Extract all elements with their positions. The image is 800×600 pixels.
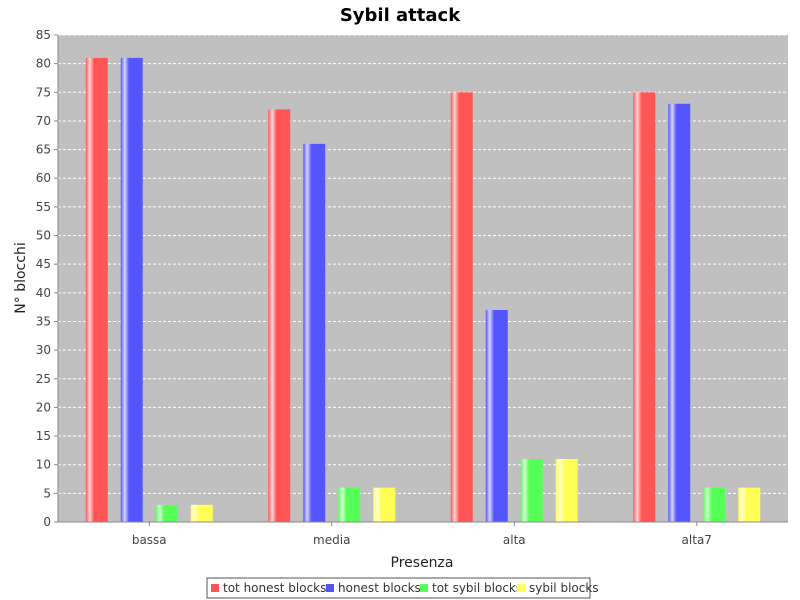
- bar-tot-sybil-blocks-alta: [521, 459, 543, 522]
- y-tick-label: 25: [36, 372, 51, 386]
- y-tick-label: 30: [36, 343, 51, 357]
- legend-label: tot sybil blocks: [432, 581, 522, 595]
- y-axis-ticks: 0 5 10 15 20 25 30 35 40 45 50 55 60 65 70 75 80 85: [36, 28, 58, 529]
- y-tick-label: 5: [43, 486, 51, 500]
- bar-honest-blocks-alta7: [668, 104, 690, 522]
- x-axis-label: Presenza: [391, 555, 454, 571]
- y-tick-label: 40: [36, 286, 51, 300]
- y-tick-label: 15: [36, 429, 51, 443]
- bar-honest-blocks-bassa: [121, 58, 143, 522]
- bar-tot-honest-blocks-media: [268, 109, 290, 522]
- bar-sybil-blocks-bassa: [191, 505, 213, 522]
- y-tick-label: 50: [36, 229, 51, 243]
- bar-sybil-blocks-alta7: [738, 488, 760, 522]
- legend: tot honest blocks honest blocks tot sybil …: [207, 578, 599, 598]
- y-tick-label: 65: [36, 143, 51, 157]
- y-tick-label: 70: [36, 114, 51, 128]
- bar-tot-honest-blocks-bassa: [86, 58, 108, 522]
- chart-title: Sybil attack: [340, 5, 461, 26]
- legend-swatch: [517, 584, 525, 592]
- legend-label: tot honest blocks: [223, 581, 326, 595]
- x-tick-label: alta7: [682, 533, 712, 547]
- legend-swatch: [211, 584, 219, 592]
- bar-honest-blocks-media: [303, 144, 325, 522]
- bar-honest-blocks-alta: [486, 310, 508, 522]
- y-tick-label: 60: [36, 171, 51, 185]
- bar-tot-sybil-blocks-alta7: [703, 488, 725, 522]
- x-tick-label: bassa: [132, 533, 167, 547]
- legend-swatch: [326, 584, 334, 592]
- legend-swatch: [420, 584, 428, 592]
- y-tick-label: 55: [36, 200, 51, 214]
- legend-label: sybil blocks: [529, 581, 599, 595]
- y-tick-label: 35: [36, 314, 51, 328]
- bar-sybil-blocks-alta: [556, 459, 578, 522]
- x-axis-ticks: bassa media alta alta7: [132, 522, 712, 547]
- y-tick-label: 80: [36, 57, 51, 71]
- y-tick-label: 20: [36, 400, 51, 414]
- y-tick-label: 0: [43, 515, 51, 529]
- bar-tot-honest-blocks-alta7: [633, 92, 655, 522]
- x-tick-label: alta: [503, 533, 526, 547]
- y-tick-label: 10: [36, 458, 51, 472]
- y-tick-label: 45: [36, 257, 51, 271]
- x-tick-label: media: [313, 533, 350, 547]
- bar-tot-sybil-blocks-bassa: [156, 505, 178, 522]
- y-axis-label: N° blocchi: [13, 242, 29, 313]
- bar-sybil-blocks-media: [373, 488, 395, 522]
- bar-tot-sybil-blocks-media: [338, 488, 360, 522]
- bar-tot-honest-blocks-alta: [451, 92, 473, 522]
- y-tick-label: 75: [36, 85, 51, 99]
- legend-label: honest blocks: [338, 581, 421, 595]
- y-tick-label: 85: [36, 28, 51, 42]
